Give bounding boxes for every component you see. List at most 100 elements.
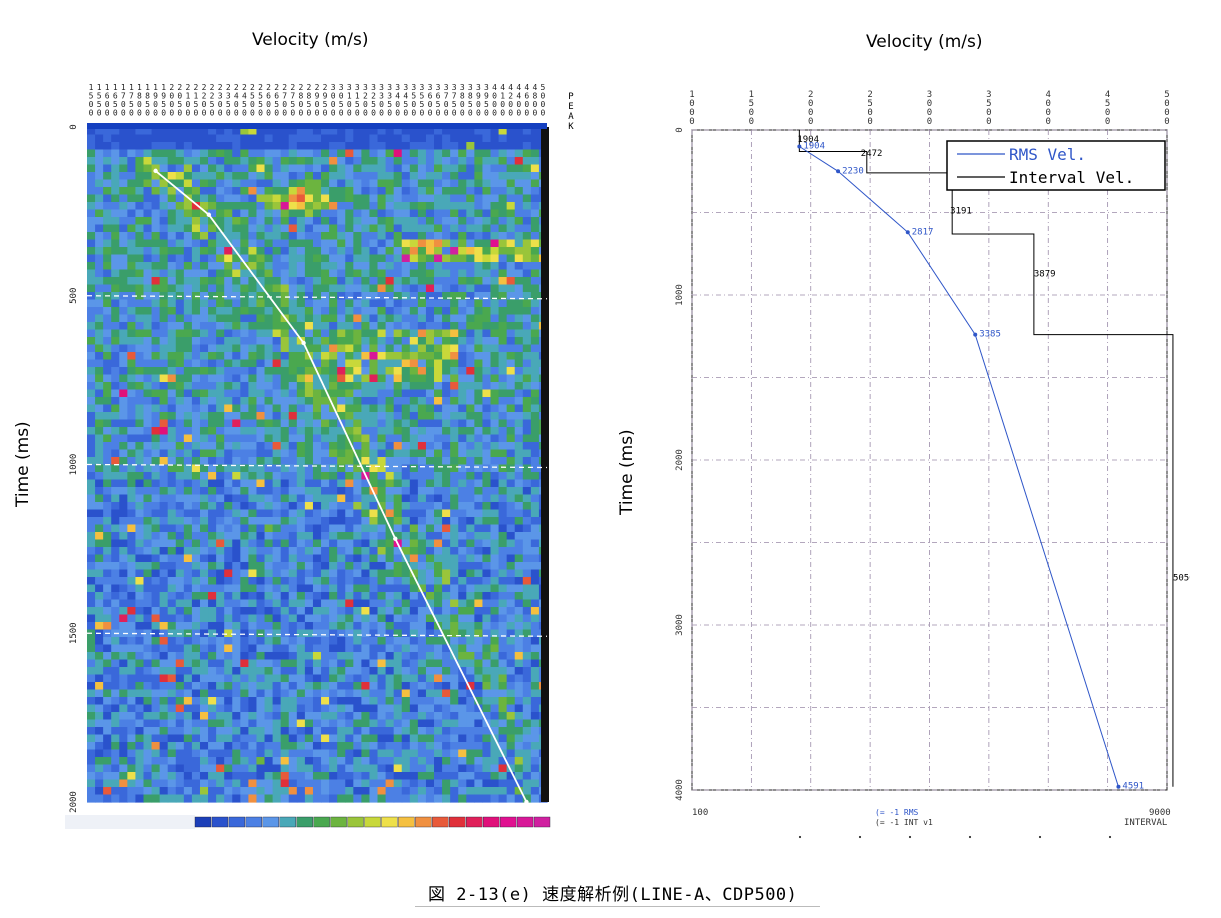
heatmap-cell <box>103 622 112 631</box>
heatmap-cell <box>506 277 516 286</box>
heatmap-cell <box>127 607 137 616</box>
heatmap-cell <box>199 532 209 541</box>
heatmap-cell <box>288 592 298 601</box>
heatmap-cell <box>199 179 209 188</box>
heatmap-cell <box>256 299 266 308</box>
heatmap-cell <box>119 457 128 466</box>
heatmap-cell <box>312 284 322 293</box>
heatmap-cell <box>425 464 435 473</box>
heatmap-cell <box>248 532 258 541</box>
heatmap-cell <box>183 299 193 308</box>
heatmap-cell <box>425 419 435 428</box>
heatmap-cell <box>143 532 153 541</box>
x-tick-label: 0 <box>371 109 376 118</box>
heatmap-cell <box>232 397 241 406</box>
heatmap-cell <box>530 689 540 698</box>
heatmap-cell <box>337 509 346 518</box>
x-tick-label: 0 <box>516 109 521 118</box>
heatmap-cell <box>345 532 354 541</box>
heatmap-cell <box>312 659 322 668</box>
heatmap-cell <box>87 592 96 601</box>
heatmap-cell <box>248 637 258 646</box>
heatmap-cell <box>474 457 484 466</box>
heatmap-cell <box>288 434 298 443</box>
x-tick-label: 3 <box>411 83 416 92</box>
heatmap-cell <box>401 187 411 196</box>
heatmap-cell <box>353 622 362 631</box>
heatmap-cell <box>135 472 145 481</box>
heatmap-cell <box>167 127 177 136</box>
heatmap-cell <box>151 374 161 383</box>
heatmap-cell <box>151 472 161 481</box>
heatmap-cell <box>87 704 96 713</box>
heatmap-cell <box>240 442 249 451</box>
heatmap-cell <box>248 727 258 736</box>
heatmap-cell <box>256 284 266 293</box>
heatmap-cell <box>111 179 120 188</box>
heatmap-cell <box>224 539 233 548</box>
heatmap-cell <box>353 419 362 428</box>
heatmap-cell <box>127 599 137 608</box>
heatmap-cell <box>95 502 104 511</box>
heatmap-cell <box>183 164 193 173</box>
heatmap-cell <box>329 502 338 511</box>
heatmap-cell <box>224 367 233 376</box>
heatmap-cell <box>329 554 338 563</box>
heatmap-cell <box>199 299 209 308</box>
heatmap-cell <box>304 464 314 473</box>
heatmap-cell <box>159 262 169 271</box>
heatmap-cell <box>272 614 282 623</box>
heatmap-cell <box>143 539 153 548</box>
heatmap-cell <box>385 592 395 601</box>
heatmap-cell <box>240 517 249 526</box>
heatmap-cell <box>159 674 169 683</box>
heatmap-cell <box>143 742 153 751</box>
heatmap-cell <box>272 689 282 698</box>
heatmap-cell <box>175 262 185 271</box>
heatmap-cell <box>175 284 185 293</box>
heatmap-cell <box>321 539 330 548</box>
heatmap-cell <box>151 592 161 601</box>
heatmap-cell <box>199 217 209 226</box>
heatmap-cell <box>264 239 274 248</box>
heatmap-cell <box>385 689 395 698</box>
heatmap-cell <box>458 367 467 376</box>
heatmap-cell <box>183 209 193 218</box>
heatmap-cell <box>119 577 128 586</box>
heatmap-cell <box>482 682 492 691</box>
heatmap-cell <box>232 202 241 211</box>
heatmap-cell <box>514 299 524 308</box>
heatmap-cell <box>385 352 395 361</box>
heatmap-cell <box>458 719 467 728</box>
heatmap-cell <box>450 517 459 526</box>
heatmap-cell <box>191 472 201 481</box>
heatmap-cell <box>191 524 201 533</box>
heatmap-cell <box>522 667 532 676</box>
heatmap-cell <box>417 284 427 293</box>
heatmap-cell <box>240 262 249 271</box>
heatmap-cell <box>224 374 233 383</box>
heatmap-cell <box>288 284 298 293</box>
heatmap-cell <box>417 697 427 706</box>
x-tick-label: 0 <box>331 92 336 101</box>
heatmap-cell <box>191 299 201 308</box>
heatmap-cell <box>434 607 443 616</box>
heatmap-cell <box>240 494 249 503</box>
heatmap-cell <box>159 299 169 308</box>
x-tick-label: 2 <box>315 83 320 92</box>
heatmap-cell <box>434 449 443 458</box>
heatmap-cell <box>256 674 266 683</box>
x-tick-label: 0 <box>363 109 368 118</box>
heatmap-cell <box>425 487 435 496</box>
heatmap-cell <box>272 719 282 728</box>
heatmap-cell <box>474 644 484 653</box>
heatmap-cell <box>216 502 225 511</box>
heatmap-cell <box>103 314 112 323</box>
x-tick-label: 4 <box>395 92 400 101</box>
heatmap-cell <box>377 719 387 728</box>
heatmap-cell <box>321 524 330 533</box>
heatmap-cell <box>490 202 500 211</box>
heatmap-cell <box>191 397 201 406</box>
heatmap-cell <box>127 434 137 443</box>
heatmap-cell <box>393 502 403 511</box>
